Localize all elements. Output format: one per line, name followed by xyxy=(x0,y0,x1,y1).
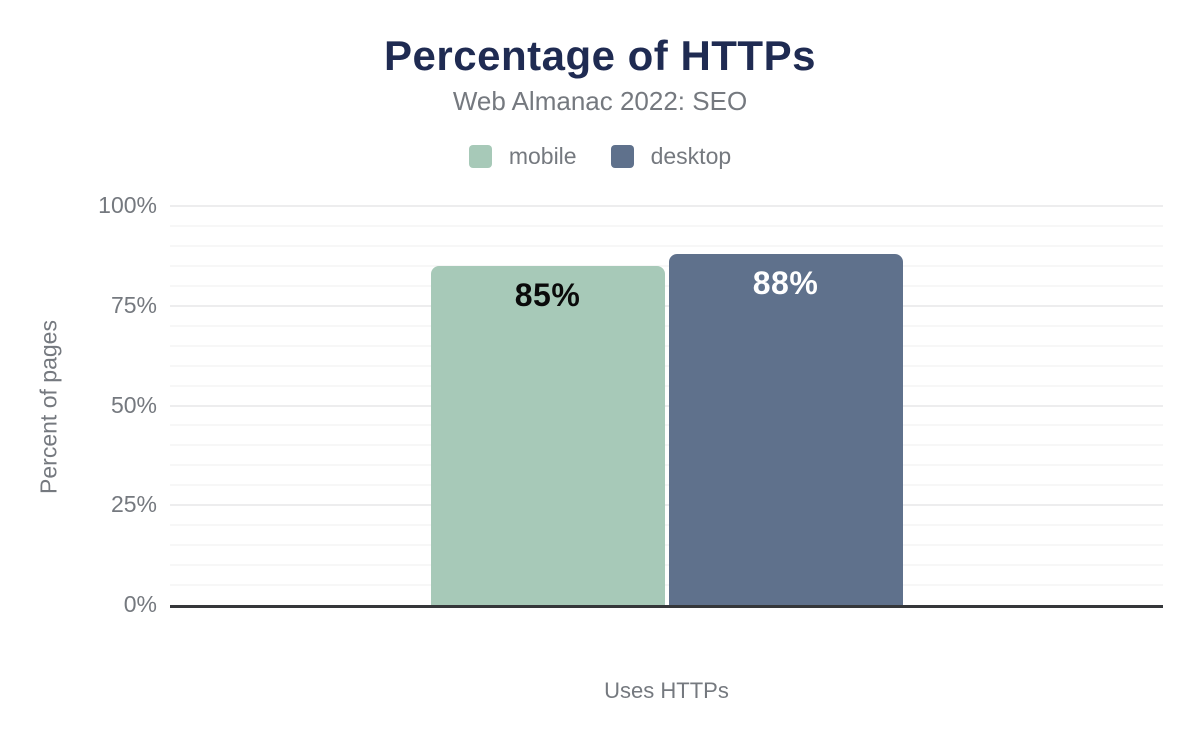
minor-gridline xyxy=(170,524,1163,527)
legend-item-mobile[interactable]: mobile xyxy=(468,143,577,170)
legend-swatch-mobile xyxy=(468,145,492,169)
minor-gridline xyxy=(170,384,1163,387)
minor-gridline xyxy=(170,364,1163,367)
minor-gridline xyxy=(170,284,1163,287)
chart-subtitle: Web Almanac 2022: SEO xyxy=(452,86,748,117)
minor-gridline xyxy=(170,424,1163,427)
legend-label: desktop xyxy=(650,143,732,170)
y-tick-label: 0% xyxy=(123,590,157,617)
x-axis-title: Uses HTTPs xyxy=(604,678,729,703)
y-tick-label: 100% xyxy=(98,191,157,218)
y-tick-label: 50% xyxy=(110,391,157,418)
y-axis-title: Percent of pages xyxy=(35,320,62,494)
bar-value-label-mobile: 85% xyxy=(514,276,581,313)
minor-gridline xyxy=(170,224,1163,227)
major-gridline xyxy=(170,304,1163,307)
major-gridline xyxy=(170,404,1163,407)
plot-area: 85% 88% 0% 25% 50% 75% 100% xyxy=(98,192,1163,617)
y-tick-label: 75% xyxy=(110,291,157,318)
legend: mobile desktop xyxy=(0,143,1200,170)
major-gridline xyxy=(170,504,1163,507)
major-gridline xyxy=(170,205,1163,207)
y-tick-label: 25% xyxy=(110,491,157,518)
minor-gridline xyxy=(170,484,1163,487)
minor-gridline xyxy=(170,444,1163,447)
chart-title: Percentage of HTTPs xyxy=(384,32,816,79)
minor-gridline xyxy=(170,544,1163,547)
minor-gridline xyxy=(170,464,1163,467)
minor-gridline xyxy=(170,324,1163,327)
minor-gridline xyxy=(170,564,1163,567)
bar-group: 85% 88% xyxy=(170,206,1163,605)
bar-mobile[interactable]: 85% xyxy=(430,265,665,605)
minor-gridline xyxy=(170,344,1163,347)
bar-value-label-desktop: 88% xyxy=(752,264,819,301)
bar-desktop[interactable]: 88% xyxy=(668,253,903,605)
legend-label: mobile xyxy=(508,143,577,170)
legend-item-desktop[interactable]: desktop xyxy=(610,143,732,170)
minor-gridline xyxy=(170,584,1163,587)
minor-gridline xyxy=(170,264,1163,267)
minor-gridline xyxy=(170,244,1163,247)
legend-swatch-desktop xyxy=(610,145,634,169)
